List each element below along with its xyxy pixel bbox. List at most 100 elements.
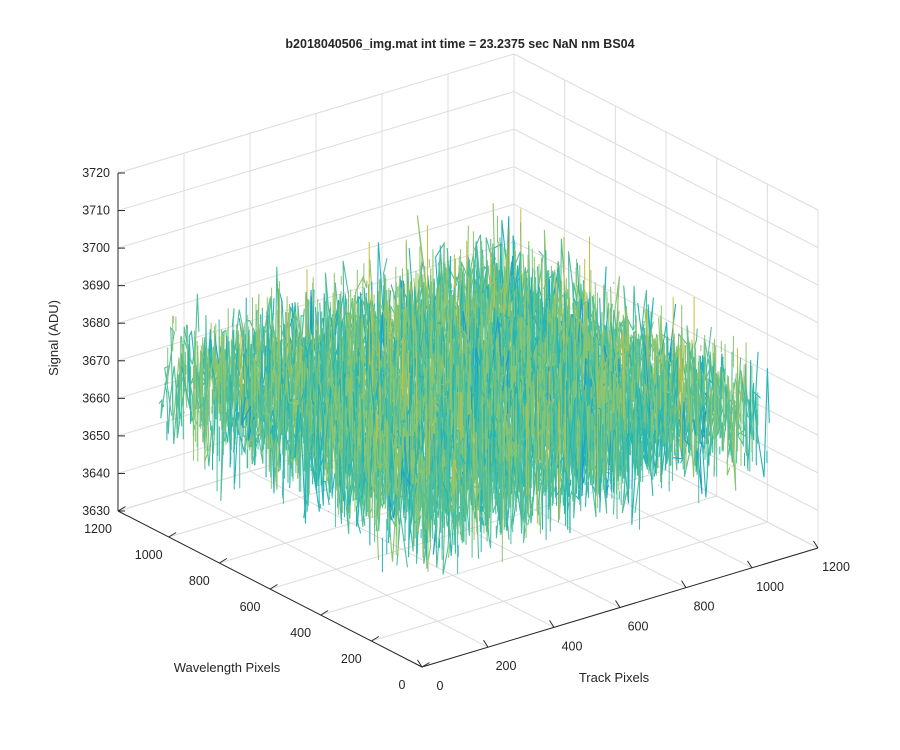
surface-trace bbox=[229, 374, 240, 453]
surface-trace bbox=[293, 412, 308, 524]
surface-trace bbox=[303, 407, 316, 512]
y-tick-label: 0 bbox=[399, 678, 406, 692]
surface-trace bbox=[164, 365, 179, 434]
surface-trace bbox=[340, 306, 354, 384]
surface-trace bbox=[458, 413, 472, 543]
surface-trace bbox=[481, 270, 495, 315]
surface-trace bbox=[445, 425, 460, 511]
surface-trace bbox=[416, 472, 430, 533]
y-tick-mark bbox=[117, 506, 126, 512]
floor-grid-line bbox=[371, 521, 768, 642]
y-tick-label: 400 bbox=[290, 626, 311, 640]
y-tick-label: 200 bbox=[341, 652, 362, 666]
surface-trace bbox=[718, 389, 728, 450]
surface-trace bbox=[518, 349, 527, 410]
surface-trace bbox=[706, 381, 715, 456]
side-wall-grid-line bbox=[513, 128, 819, 286]
surface-trace bbox=[401, 461, 418, 541]
back-wall-grid-line bbox=[117, 53, 515, 174]
surface-trace bbox=[585, 422, 597, 518]
z-tick-label: 3650 bbox=[82, 429, 110, 443]
surface-trace bbox=[634, 398, 648, 514]
z-tick-label: 3640 bbox=[82, 466, 110, 480]
surface-trace bbox=[537, 433, 548, 505]
y-tick-mark bbox=[421, 662, 430, 668]
x-tick-label: 200 bbox=[496, 659, 517, 673]
y-tick-label: 800 bbox=[189, 574, 210, 588]
surface-trace bbox=[567, 477, 577, 519]
surface-trace bbox=[230, 344, 245, 434]
surface-trace bbox=[488, 434, 503, 534]
side-wall-grid-line bbox=[513, 166, 819, 324]
surface-trace bbox=[556, 450, 568, 515]
surface-trace bbox=[672, 401, 691, 460]
surface-trace bbox=[737, 363, 749, 471]
surface-trace bbox=[261, 387, 270, 452]
surface-trace bbox=[252, 378, 263, 433]
surface-trace bbox=[284, 366, 294, 482]
surface-trace bbox=[436, 466, 452, 575]
surface-trace bbox=[609, 412, 620, 482]
surface-trace bbox=[548, 412, 564, 511]
x-tick-mark bbox=[417, 659, 423, 668]
surface-trace bbox=[666, 393, 680, 438]
surface-trace bbox=[430, 438, 443, 532]
back-wall-grid-line bbox=[117, 91, 515, 212]
surface-trace bbox=[318, 386, 336, 496]
tick-labels: 0 200 400 600 800 1000 1200 0 200 400 600 800 1000 12… bbox=[82, 166, 850, 693]
back-wall-grid-line bbox=[117, 166, 515, 287]
x-tick-mark bbox=[747, 560, 753, 569]
surface-trace bbox=[485, 465, 500, 549]
surface-trace bbox=[406, 467, 422, 552]
surface-trace bbox=[578, 402, 589, 507]
surface-plot bbox=[158, 203, 770, 575]
back-wall-grid-line bbox=[117, 128, 515, 249]
surface-trace bbox=[394, 440, 409, 568]
surface-trace bbox=[388, 467, 401, 525]
surface-trace bbox=[425, 304, 439, 437]
axes bbox=[117, 172, 819, 668]
surface-trace bbox=[747, 360, 757, 468]
surface-trace bbox=[440, 466, 455, 557]
surface-trace bbox=[466, 465, 482, 517]
back-wall-grid-line bbox=[117, 203, 515, 324]
surface-trace bbox=[617, 426, 630, 504]
y-tick-mark bbox=[168, 532, 177, 538]
x-tick-mark bbox=[615, 600, 621, 608]
y-tick-mark bbox=[269, 584, 278, 590]
surface-trace bbox=[495, 445, 510, 540]
surface-trace bbox=[479, 430, 492, 527]
surface-trace bbox=[158, 365, 173, 419]
surface-trace bbox=[715, 367, 730, 447]
surface-trace bbox=[537, 249, 548, 393]
surface-trace bbox=[552, 363, 566, 466]
surface-trace bbox=[297, 391, 310, 444]
surface-trace bbox=[693, 410, 707, 494]
surface-trace bbox=[655, 372, 673, 456]
surface-trace bbox=[653, 392, 667, 477]
z-tick-label: 3680 bbox=[82, 316, 110, 330]
y-tick-mark bbox=[320, 610, 329, 616]
surface-trace bbox=[523, 434, 540, 524]
floor-grid-line bbox=[320, 495, 717, 616]
y-tick-mark bbox=[371, 636, 380, 642]
y-tick-label: 600 bbox=[240, 600, 261, 614]
x-tick-label: 800 bbox=[694, 600, 715, 614]
surface-trace bbox=[369, 441, 385, 515]
x-tick-label: 600 bbox=[628, 620, 649, 634]
surface-trace bbox=[357, 475, 369, 534]
x-tick-label: 1200 bbox=[822, 560, 850, 574]
x-tick-mark bbox=[549, 620, 555, 628]
surface-trace bbox=[372, 465, 384, 532]
surface-trace bbox=[446, 480, 460, 528]
side-wall-grid-line bbox=[513, 53, 819, 211]
surface-trace bbox=[588, 399, 601, 479]
surface-trace bbox=[639, 403, 650, 469]
y-tick-mark bbox=[219, 558, 228, 564]
z-tick-label: 3660 bbox=[82, 391, 110, 405]
x-tick-mark bbox=[813, 540, 819, 549]
surface-trace bbox=[500, 314, 512, 363]
y-tick-label: 1000 bbox=[135, 548, 163, 562]
surface-trace bbox=[204, 348, 219, 463]
side-wall-grid-line bbox=[513, 91, 819, 249]
